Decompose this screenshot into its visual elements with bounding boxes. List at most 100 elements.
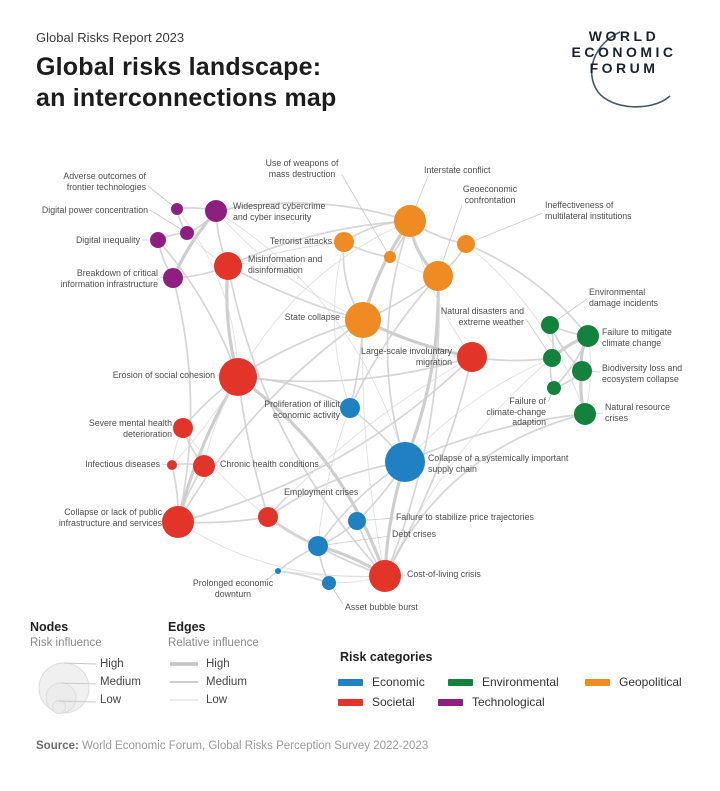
- node-digital-power: [180, 226, 194, 240]
- edge-illicit-activity--terrorist-attacks: [333, 241, 351, 409]
- edge-cybercrime--state-collapse: [215, 210, 364, 321]
- legend-node-tick-2: [58, 700, 97, 703]
- node-chronic-health: [193, 455, 215, 477]
- edge-illicit-activity--geoeconomic: [349, 275, 439, 409]
- node-label-climate-adaption: Failure of climate-change adaption: [486, 396, 546, 427]
- legend-category-environmental: Environmental: [448, 675, 559, 689]
- environmental-label: Environmental: [482, 675, 559, 689]
- edge-breakdown-info--public-infrastructure: [172, 277, 192, 523]
- legend-node-tick-1: [60, 682, 97, 685]
- edge-natural-disasters--supply-chain: [404, 357, 553, 463]
- node-label-geoeconomic: Geoeconomic confrontation: [462, 184, 518, 205]
- economic-swatch: [338, 678, 363, 686]
- edge-geoeconomic--cost-of-living: [384, 275, 440, 577]
- node-natural-disasters: [543, 349, 561, 367]
- report-kicker: Global Risks Report 2023: [36, 30, 185, 45]
- pointer-debt-crises: [317, 535, 391, 547]
- node-label-price-trajectories: Failure to stabilize price trajectories: [396, 512, 534, 522]
- technological-swatch: [438, 698, 463, 706]
- node-asset-bubble: [322, 576, 336, 590]
- node-employment: [258, 507, 278, 527]
- node-cybercrime: [205, 200, 227, 222]
- node-label-misinformation: Misinformation and disinformation: [248, 254, 323, 275]
- node-label-chronic-health: Chronic health conditions: [220, 459, 319, 469]
- legend-edges-title: Edges: [168, 620, 206, 634]
- technological-label: Technological: [472, 695, 545, 709]
- edge-erosion--interstate-conflict: [237, 220, 411, 378]
- node-misinformation: [214, 252, 242, 280]
- node-label-employment: Employment crises: [284, 487, 359, 497]
- node-price-trajectories: [348, 512, 366, 530]
- node-public-infrastructure: [162, 506, 194, 538]
- legend-category-economic: Economic: [338, 675, 425, 689]
- legend-category-societal: Societal: [338, 695, 415, 709]
- node-label-illicit-activity: Proliferation of illicit economic activi…: [264, 399, 340, 420]
- societal-swatch: [338, 698, 363, 706]
- edge-interstate-conflict--migration: [409, 220, 473, 358]
- node-failure-mitigate: [577, 325, 599, 347]
- edge-interstate-conflict--supply-chain: [386, 220, 411, 463]
- node-prolonged-downturn: [275, 568, 281, 574]
- node-label-public-infrastructure: Collapse or lack of public infrastructur…: [58, 507, 162, 528]
- node-geoeconomic: [423, 261, 453, 291]
- legend-edges-medium: Medium: [206, 676, 247, 688]
- node-label-ineffectiveness: Ineffectiveness of multilateral institut…: [545, 200, 632, 221]
- node-label-digital-inequality: Digital inequality: [75, 235, 140, 245]
- wef-logo-line-1: WORLD: [588, 28, 660, 44]
- source-line: Source: World Economic Forum, Global Ris…: [36, 740, 428, 752]
- node-label-mental-health: Severe mental health deterioration: [88, 418, 172, 439]
- node-digital-inequality: [150, 232, 166, 248]
- title-line-2: an interconnections map: [36, 84, 337, 112]
- legend-nodes-low: Low: [100, 694, 122, 706]
- wef-logo: WORLD ECONOMIC FORUM: [560, 28, 688, 76]
- edge-ineffectiveness--failure-mitigate: [465, 243, 589, 337]
- legend-edges-low: Low: [206, 694, 228, 706]
- pointer-ineffectiveness: [465, 212, 544, 245]
- legend-node-size-2: [52, 700, 66, 714]
- node-label-cybercrime: Widespread cybercrime and cyber insecuri…: [233, 201, 326, 222]
- legend-node-tick-0: [63, 662, 97, 665]
- node-debt-crises: [308, 536, 328, 556]
- node-label-interstate-conflict: Interstate conflict: [424, 165, 491, 175]
- edge-state-collapse--cost-of-living: [362, 319, 386, 577]
- edge-public-infrastructure--cost-of-living: [177, 521, 386, 578]
- pointer-use-wmd: [341, 174, 391, 258]
- node-label-failure-mitigate: Failure to mitigate climate change: [602, 327, 672, 348]
- legend-edges-high: High: [206, 658, 230, 670]
- node-label-migration: Large-scale involuntary migration: [361, 346, 452, 367]
- source-text: World Economic Forum, Global Risks Perce…: [78, 740, 429, 752]
- node-climate-adaption: [547, 381, 561, 395]
- node-label-natural-resource: Natural resource crises: [605, 402, 671, 423]
- node-mental-health: [173, 418, 193, 438]
- geopolitical-label: Geopolitical: [619, 675, 682, 689]
- pointer-adverse-outcomes: [147, 185, 178, 210]
- edge-illicit-activity--debt-crises: [317, 407, 351, 547]
- node-label-terrorist-attacks: Terrorist attacks: [269, 236, 332, 246]
- wef-logo-line-3: FORUM: [589, 60, 659, 76]
- source-prefix: Source:: [36, 740, 79, 752]
- node-env-damage: [541, 316, 559, 334]
- node-ineffectiveness: [457, 235, 475, 253]
- edge-state-collapse--public-infrastructure: [177, 319, 364, 523]
- pointer-digital-power: [149, 209, 188, 234]
- edge-mental-health--employment: [182, 427, 269, 518]
- node-label-env-damage: Environmental damage incidents: [589, 287, 658, 308]
- legend-categories-title: Risk categories: [340, 650, 433, 664]
- edge-natural-resource--cost-of-living: [384, 413, 586, 577]
- node-terrorist-attacks: [334, 232, 354, 252]
- node-erosion: [219, 358, 257, 396]
- node-breakdown-info: [163, 268, 183, 288]
- node-label-debt-crises: Debt crises: [392, 529, 436, 539]
- edge-cybercrime--supply-chain: [215, 210, 406, 463]
- wef-logo-line-2: ECONOMIC: [571, 44, 677, 60]
- edge-public-infrastructure--migration: [177, 356, 473, 523]
- node-label-asset-bubble: Asset bubble burst: [345, 602, 418, 612]
- edge-natural-disasters--cost-of-living: [384, 357, 553, 577]
- node-use-wmd: [384, 251, 396, 263]
- edge-misinformation--cost-of-living: [227, 265, 386, 577]
- legend-nodes-medium: Medium: [100, 676, 141, 688]
- edge-ineffectiveness--natural-resource: [465, 243, 586, 415]
- node-natural-resource: [574, 403, 596, 425]
